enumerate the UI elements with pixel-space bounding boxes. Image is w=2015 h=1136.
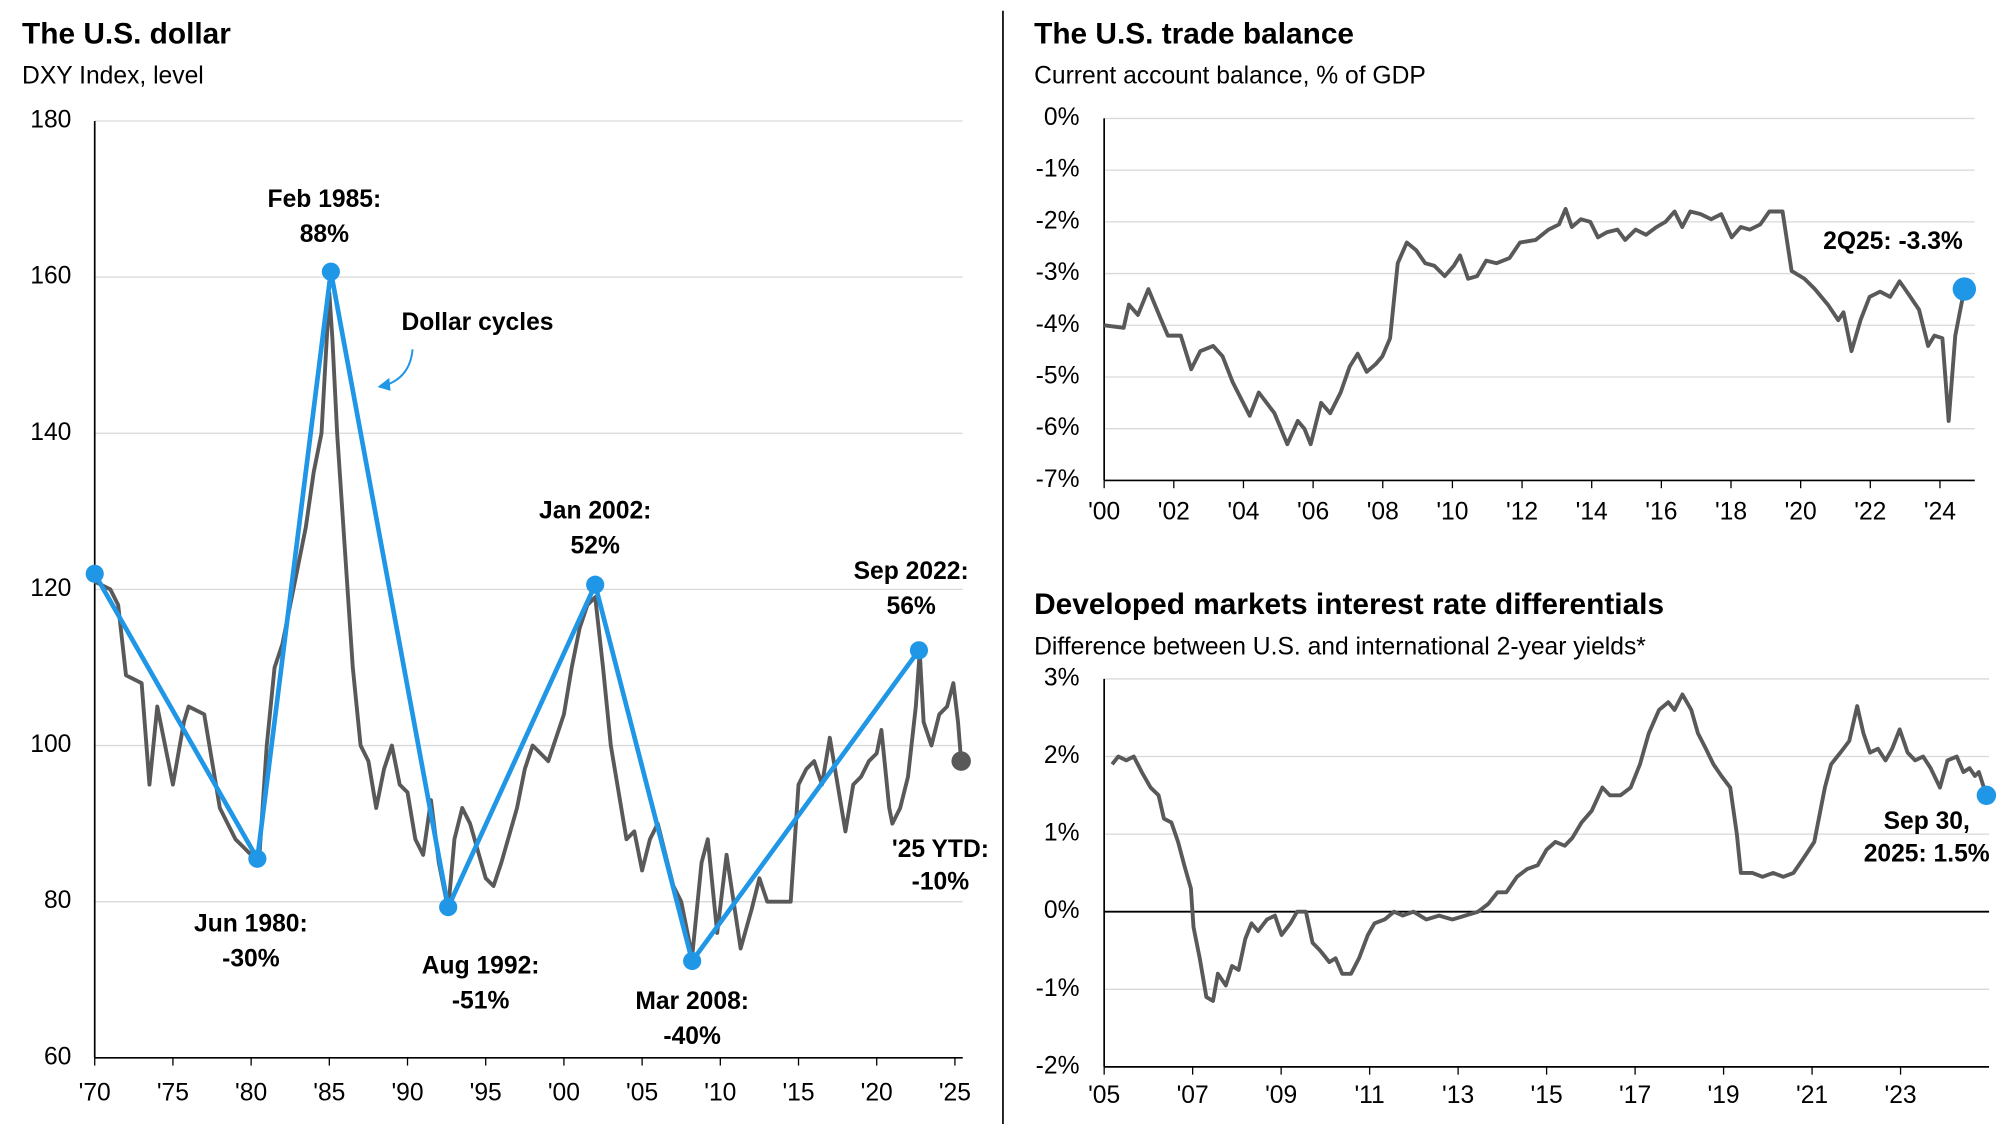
x-tick-label: '10 — [704, 1080, 736, 1107]
point-label: -51% — [452, 987, 510, 1014]
y-tick-label: 180 — [30, 107, 71, 134]
point-label: Mar 2008: — [635, 988, 749, 1015]
x-tick-label: '24 — [1924, 498, 1956, 525]
point-label: 52% — [571, 533, 620, 560]
y-tick-label: -4% — [1036, 311, 1080, 338]
x-tick-label: '02 — [1158, 498, 1190, 525]
data-line — [93, 290, 964, 959]
x-tick-label: '17 — [1619, 1082, 1651, 1109]
y-tick-label: 100 — [30, 731, 71, 758]
x-tick-label: '07 — [1177, 1082, 1209, 1109]
y-tick-label: 140 — [30, 419, 71, 446]
x-tick-label: '25 — [939, 1080, 971, 1107]
point-label: Feb 1985: — [268, 186, 382, 213]
x-tick-label: '22 — [1854, 498, 1886, 525]
y-tick-label: 80 — [44, 887, 71, 914]
y-tick-label: 60 — [44, 1043, 71, 1070]
x-tick-label: '75 — [157, 1080, 189, 1107]
series-annotation: Dollar cycles — [401, 309, 553, 336]
y-tick-label: 1% — [1044, 820, 1080, 847]
x-tick-label: '05 — [1088, 1082, 1120, 1109]
x-tick-label: '15 — [1531, 1082, 1563, 1109]
y-tick-label: -6% — [1036, 414, 1080, 441]
y-tick-label: 160 — [30, 263, 71, 290]
data-line — [1103, 206, 1967, 447]
end-point — [1952, 277, 1977, 301]
x-tick-label: '11 — [1354, 1082, 1384, 1109]
cycle-point — [321, 262, 340, 281]
point-label: Sep 2022: — [854, 558, 969, 585]
point-label: 56% — [886, 593, 935, 620]
end-point — [1976, 785, 1997, 806]
data-line — [1110, 692, 1989, 1003]
cycle-point — [248, 849, 267, 868]
y-tick-label: 0% — [1044, 897, 1080, 924]
end-point — [951, 751, 971, 771]
x-tick-label: '23 — [1884, 1082, 1916, 1109]
y-tick-label: 0% — [1044, 104, 1080, 131]
end-label: Sep 30, — [1884, 808, 1970, 835]
cycle-point — [683, 951, 702, 971]
y-tick-label: -1% — [1036, 975, 1080, 1002]
cycle-point — [586, 575, 605, 594]
x-tick-label: '10 — [1436, 498, 1468, 525]
chart-subtitle: Difference between U.S. and internationa… — [1034, 633, 1646, 660]
chart-subtitle: Current account balance, % of GDP — [1034, 62, 1426, 89]
chart-title: The U.S. trade balance — [1034, 17, 1354, 50]
y-tick-label: -2% — [1036, 1052, 1080, 1079]
chart-subtitle: DXY Index, level — [22, 62, 204, 89]
x-tick-label: '80 — [235, 1080, 267, 1107]
cycle-point — [85, 564, 104, 583]
end-label: 2Q25: -3.3% — [1823, 228, 1963, 255]
x-tick-label: '16 — [1645, 498, 1677, 525]
x-tick-label: '18 — [1715, 498, 1747, 525]
chart-title: The U.S. dollar — [22, 17, 231, 50]
x-tick-label: '14 — [1576, 498, 1608, 525]
x-tick-label: '95 — [470, 1080, 502, 1107]
x-tick-label: '05 — [626, 1080, 658, 1107]
x-tick-label: '06 — [1297, 498, 1329, 525]
y-tick-label: 2% — [1044, 742, 1080, 769]
cycle-point — [439, 898, 458, 917]
x-tick-label: '85 — [313, 1080, 345, 1107]
x-tick-label: '08 — [1367, 498, 1399, 525]
x-tick-label: '13 — [1442, 1082, 1474, 1109]
end-label: -10% — [912, 869, 970, 896]
x-tick-label: '20 — [1785, 498, 1817, 525]
x-tick-label: '09 — [1265, 1082, 1297, 1109]
y-tick-label: -7% — [1036, 466, 1080, 493]
y-tick-label: -2% — [1036, 207, 1080, 234]
x-tick-label: '04 — [1227, 498, 1259, 525]
point-label: Jun 1980: — [194, 910, 308, 937]
x-tick-label: '15 — [782, 1080, 814, 1107]
y-tick-label: -1% — [1036, 156, 1080, 183]
x-tick-label: '00 — [548, 1080, 580, 1107]
chart-title: Developed markets interest rate differen… — [1034, 588, 1664, 621]
x-tick-label: '21 — [1796, 1082, 1828, 1109]
x-tick-label: '70 — [79, 1080, 111, 1107]
x-tick-label: '20 — [861, 1080, 893, 1107]
y-tick-label: 120 — [30, 575, 71, 602]
x-tick-label: '90 — [391, 1080, 423, 1107]
y-tick-label: 3% — [1044, 664, 1080, 691]
point-label: Jan 2002: — [539, 498, 651, 525]
point-label: -30% — [222, 945, 280, 972]
point-label: -40% — [663, 1023, 721, 1050]
point-label: Aug 1992: — [422, 952, 540, 979]
cycle-point — [909, 641, 929, 660]
end-label: 2025: 1.5% — [1864, 841, 1990, 868]
x-tick-label: '19 — [1708, 1082, 1740, 1109]
point-label: 88% — [300, 221, 349, 248]
end-label: '25 YTD: — [892, 836, 989, 863]
x-tick-label: '00 — [1088, 498, 1120, 525]
annotation-arrowhead — [377, 377, 391, 391]
y-tick-label: -3% — [1036, 259, 1080, 286]
y-tick-label: -5% — [1036, 363, 1080, 390]
x-tick-label: '12 — [1506, 498, 1538, 525]
